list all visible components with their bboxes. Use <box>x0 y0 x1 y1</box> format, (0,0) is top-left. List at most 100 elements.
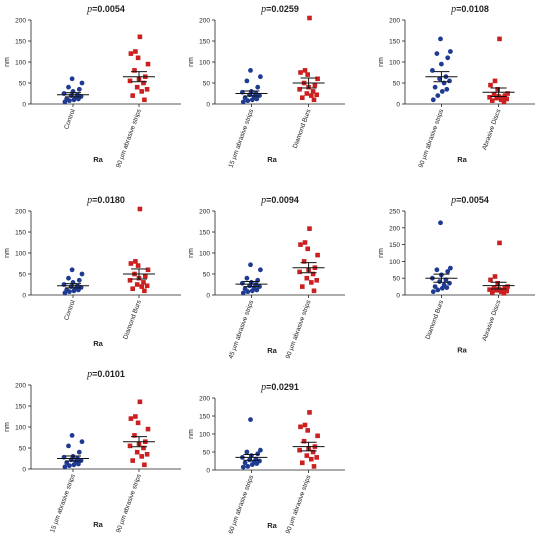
data-point <box>309 456 314 462</box>
data-point <box>491 92 497 98</box>
data-point <box>145 267 151 273</box>
y-tick-label: 150 <box>389 242 400 249</box>
p-value: =0.0180 <box>92 195 125 205</box>
y-axis-label: nm <box>378 57 385 67</box>
x-category-label: Abrasive Discs <box>481 108 503 151</box>
chart-panel-2: p=0.0259 0 50 100 150 200 nm 15 μm abrasive str… <box>188 4 345 169</box>
y-tick-label: 0 <box>396 293 400 300</box>
chart-title: p=0.0180 <box>86 195 125 206</box>
y-tick-label: 100 <box>15 251 26 258</box>
p-symbol: p <box>450 195 456 206</box>
data-point <box>76 86 82 92</box>
y-tick-label: 100 <box>15 60 26 67</box>
p-symbol: p <box>260 382 266 393</box>
y-tick-label: 200 <box>15 18 26 25</box>
data-point <box>314 455 319 460</box>
y-tick-label: 50 <box>19 81 27 88</box>
data-point <box>300 460 305 466</box>
data-point <box>305 428 310 433</box>
data-point <box>430 289 436 295</box>
x-category-label: Diamond Burs <box>292 108 313 150</box>
data-point <box>79 439 85 445</box>
y-tick-label: 50 <box>203 272 211 279</box>
y-tick-label: 0 <box>396 102 400 109</box>
p-value: =0.0054 <box>456 195 489 205</box>
x-axis-label: Ra <box>93 339 103 348</box>
y-axis-label: nm <box>188 429 195 439</box>
data-point <box>492 274 498 279</box>
data-point <box>135 55 141 61</box>
data-point <box>497 240 502 246</box>
data-point <box>242 460 248 466</box>
x-category-label: Control <box>63 108 77 131</box>
data-point <box>135 263 141 268</box>
chart-panel-1: p=0.0054 0 50 100 150 200 nm Control 90 μm abras… <box>4 4 181 169</box>
data-point <box>137 399 143 405</box>
y-tick-label: 200 <box>389 225 400 232</box>
data-point <box>248 417 253 422</box>
chart-title: p=0.0054 <box>86 4 125 15</box>
data-point <box>304 275 310 281</box>
data-point <box>492 78 498 84</box>
data-point <box>258 74 263 80</box>
data-point <box>133 259 138 264</box>
data-point <box>307 410 312 415</box>
y-tick-label: 50 <box>393 276 401 283</box>
data-point <box>305 246 310 252</box>
data-point <box>142 97 147 103</box>
y-tick-label: 0 <box>206 102 210 109</box>
p-value: =0.0054 <box>92 4 125 14</box>
data-point <box>304 453 310 458</box>
y-tick-label: 150 <box>199 414 210 421</box>
chart-panel-3: p=0.0108 0 50 100 150 200 nm 90 μm abrasive str… <box>378 4 535 169</box>
data-point <box>76 449 82 455</box>
data-point <box>301 259 307 264</box>
y-tick-label: 150 <box>199 230 210 237</box>
data-point <box>310 449 316 455</box>
data-point <box>435 93 441 98</box>
x-axis-label: Ra <box>93 520 103 529</box>
data-point <box>141 80 146 86</box>
data-point <box>127 278 133 283</box>
data-point <box>79 271 85 277</box>
y-tick-label: 0 <box>206 293 210 300</box>
data-point <box>448 49 453 54</box>
y-tick-label: 200 <box>199 396 210 403</box>
x-category-label: 15 μm abrasive strips <box>228 108 256 169</box>
x-axis-label: Ra <box>457 345 467 354</box>
p-value: =0.0259 <box>266 4 299 14</box>
p-symbol: p <box>86 369 92 380</box>
data-point <box>142 462 147 468</box>
data-point <box>298 70 303 75</box>
x-category-label: Control <box>63 299 77 322</box>
x-category-label: 15 μm abrasive strips <box>49 473 77 534</box>
x-category-label: 90 μm abrasive strips <box>115 473 143 534</box>
data-point <box>257 93 262 98</box>
data-point <box>445 55 451 61</box>
x-category-label: 90 μm abrasive strips <box>418 108 446 169</box>
y-tick-label: 100 <box>199 60 210 67</box>
data-point <box>491 285 497 290</box>
x-axis-label: Ra <box>457 155 467 164</box>
x-category-label: Diamond Burs <box>425 299 446 341</box>
x-category-label: Diamond Burs <box>122 299 143 341</box>
data-point <box>133 49 138 54</box>
data-point <box>141 445 146 451</box>
data-point <box>297 269 302 275</box>
data-point <box>69 267 75 273</box>
data-point <box>66 84 71 90</box>
data-point <box>66 443 71 449</box>
data-point <box>255 84 261 90</box>
y-tick-label: 100 <box>15 425 26 432</box>
y-tick-label: 50 <box>203 81 211 88</box>
p-symbol: p <box>260 195 266 206</box>
y-tick-label: 100 <box>199 432 210 439</box>
data-point <box>301 438 307 444</box>
data-point <box>128 416 134 421</box>
data-point <box>307 15 312 21</box>
y-tick-label: 50 <box>203 450 211 457</box>
y-axis-label: nm <box>4 422 11 432</box>
data-point <box>300 284 305 289</box>
chart-title: p=0.0101 <box>86 369 125 380</box>
data-point <box>310 271 316 277</box>
